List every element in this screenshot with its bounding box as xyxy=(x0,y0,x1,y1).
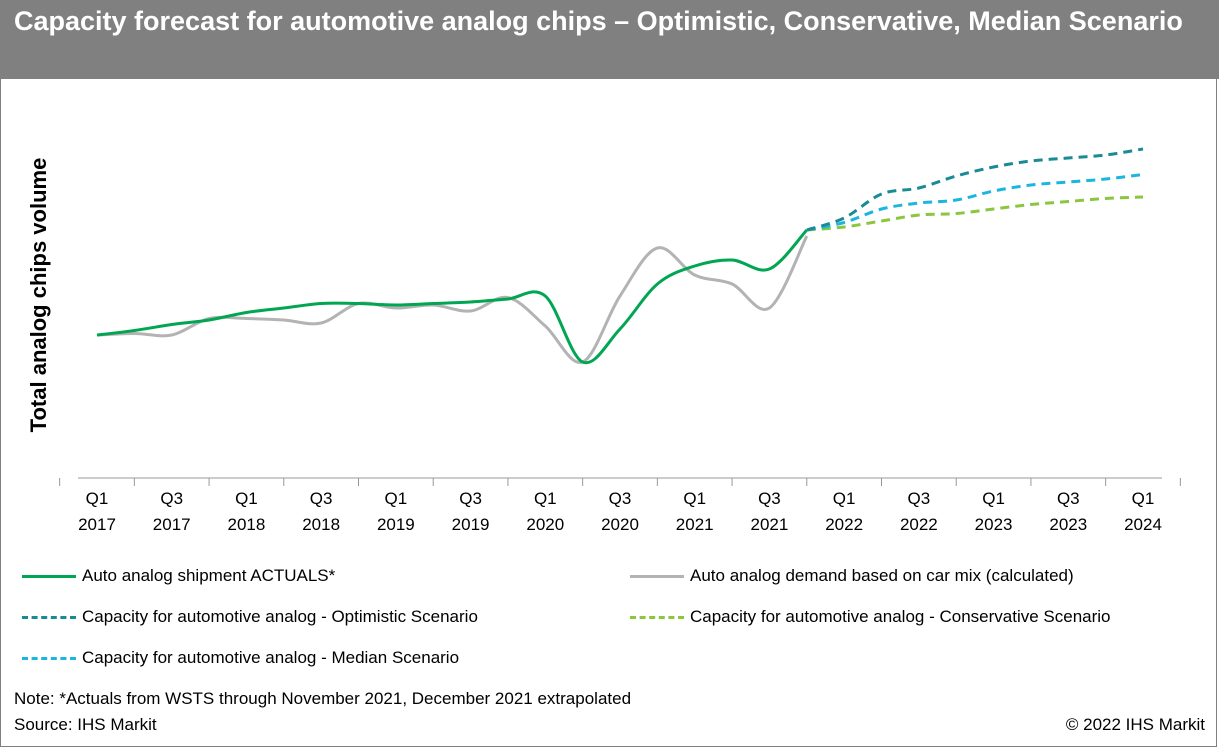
x-tick-label-year: 2023 xyxy=(975,515,1013,534)
x-tick-label-year: 2017 xyxy=(78,515,116,534)
legend-swatch-median xyxy=(22,656,76,660)
x-tick-label-year: 2018 xyxy=(302,515,340,534)
x-tick-label-quarter: Q1 xyxy=(86,489,109,508)
title-bar: Capacity forecast for automotive analog … xyxy=(0,0,1219,79)
x-tick-label-quarter: Q3 xyxy=(310,489,333,508)
x-tick-label-year: 2021 xyxy=(676,515,714,534)
x-axis-tick-labels: Q1 2017 Q3 2017 Q1 2018 Q3 2018 Q1 2019 Q3 2019 Q1 20… xyxy=(78,489,1162,534)
x-tick-label-quarter: Q1 xyxy=(1132,489,1155,508)
x-tick-label-quarter: Q1 xyxy=(982,489,1005,508)
series-line-conservative xyxy=(806,195,1144,232)
x-tick-label-year: 2017 xyxy=(153,515,191,534)
series-line-demand xyxy=(96,235,809,364)
legend-label-conservative: Capacity for automotive analog - Conserv… xyxy=(690,607,1111,626)
x-tick-label-year: 2019 xyxy=(377,515,415,534)
x-tick-label-quarter: Q1 xyxy=(683,489,706,508)
x-tick-label-year: 2023 xyxy=(1049,515,1087,534)
legend-item-demand: Auto analog demand based on car mix (cal… xyxy=(630,566,1074,586)
legend-item-median: Capacity for automotive analog - Median … xyxy=(22,648,459,668)
series-line-median xyxy=(806,173,1144,232)
source-note: Source: IHS Markit xyxy=(14,715,157,734)
x-tick-label-year: 2020 xyxy=(526,515,564,534)
legend-label-demand: Auto analog demand based on car mix (cal… xyxy=(690,566,1074,585)
x-tick-label-quarter: Q1 xyxy=(235,489,258,508)
x-tick-label-quarter: Q1 xyxy=(833,489,856,508)
legend-label-optimistic: Capacity for automotive analog - Optimis… xyxy=(82,607,478,626)
x-tick-label-quarter: Q3 xyxy=(908,489,931,508)
x-tick-label-year: 2021 xyxy=(751,515,789,534)
legend-swatch-conservative xyxy=(630,615,684,619)
legend-item-conservative: Capacity for automotive analog - Conserv… xyxy=(630,607,1111,627)
footnote: Note: *Actuals from WSTS through Novembe… xyxy=(14,689,632,708)
legend-swatch-optimistic xyxy=(22,615,76,619)
series-line-optimistic xyxy=(806,147,1144,232)
x-tick-label-year: 2024 xyxy=(1124,515,1162,534)
x-axis-ticks xyxy=(59,478,1181,486)
legend-swatch-demand xyxy=(630,574,684,578)
copyright: © 2022 IHS Markit xyxy=(1065,715,1205,734)
chart-title: Capacity forecast for automotive analog … xyxy=(14,6,1183,36)
x-tick-label-quarter: Q3 xyxy=(758,489,781,508)
x-tick-label-quarter: Q1 xyxy=(534,489,557,508)
x-tick-label-quarter: Q3 xyxy=(609,489,632,508)
legend-swatch-actuals xyxy=(22,574,76,578)
x-tick-label-year: 2018 xyxy=(228,515,266,534)
series-layer xyxy=(96,147,1144,365)
x-tick-label-quarter: Q1 xyxy=(385,489,408,508)
x-tick-label-quarter: Q3 xyxy=(1057,489,1080,508)
legend-label-median: Capacity for automotive analog - Median … xyxy=(82,648,460,667)
legend-item-actuals: Auto analog shipment ACTUALS* xyxy=(22,566,335,586)
legend-label-actuals: Auto analog shipment ACTUALS* xyxy=(82,566,336,585)
x-tick-label-year: 2019 xyxy=(452,515,490,534)
x-tick-label-year: 2020 xyxy=(601,515,639,534)
x-tick-label-year: 2022 xyxy=(900,515,938,534)
x-tick-label-quarter: Q3 xyxy=(459,489,482,508)
x-tick-label-year: 2022 xyxy=(825,515,863,534)
x-tick-label-quarter: Q3 xyxy=(160,489,183,508)
series-line-actuals xyxy=(96,228,808,365)
legend-item-optimistic: Capacity for automotive analog - Optimis… xyxy=(22,607,478,627)
